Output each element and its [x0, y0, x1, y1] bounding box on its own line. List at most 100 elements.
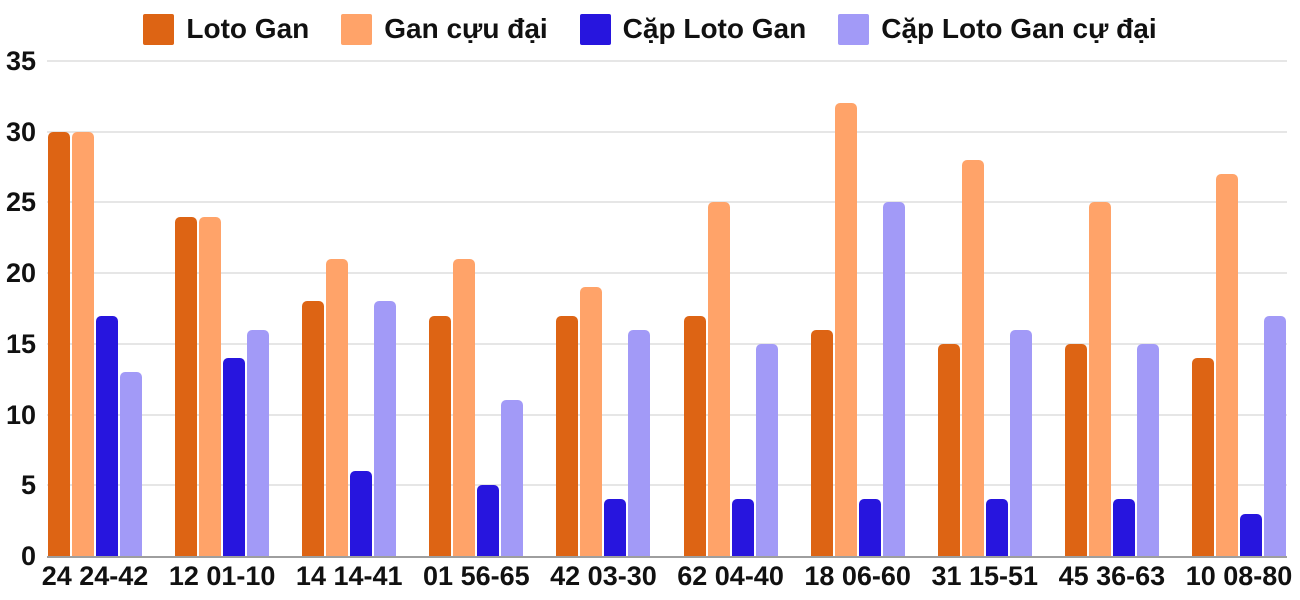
bar[interactable] — [755, 343, 778, 556]
x-tick-slot: 24 24-42 — [42, 561, 149, 592]
bar-group-0 — [48, 61, 142, 556]
bar[interactable] — [429, 315, 452, 556]
bar[interactable] — [501, 400, 524, 556]
x-axis-labels: 24 24-42 12 01-10 14 14-41 01 56-65 42 03-30… — [42, 561, 1293, 592]
bar[interactable] — [961, 160, 984, 556]
bar[interactable] — [628, 329, 651, 556]
y-tick-label: 5 — [20, 470, 36, 501]
bar-group-7 — [937, 61, 1032, 556]
bar-group-5 — [683, 61, 778, 556]
bar[interactable] — [858, 499, 881, 556]
legend-item-3[interactable]: Cặp Loto Gan cự đại — [838, 13, 1157, 45]
bar-group-4 — [556, 61, 651, 556]
bar[interactable] — [834, 103, 857, 556]
bar[interactable] — [223, 358, 246, 556]
legend-swatch-icon — [579, 13, 611, 45]
legend-swatch-icon — [838, 13, 870, 45]
y-tick-label: 15 — [5, 328, 36, 359]
bar[interactable] — [1112, 499, 1135, 556]
gridline-30 — [47, 130, 1287, 133]
legend-swatch-icon — [341, 13, 373, 45]
x-tick-slot: 12 01-10 — [169, 561, 276, 592]
bar[interactable] — [1009, 329, 1032, 556]
gridline-25 — [47, 201, 1287, 204]
legend-item-0[interactable]: Loto Gan — [143, 13, 309, 45]
bar[interactable] — [374, 301, 397, 556]
x-tick-slot: 14 14-41 — [296, 561, 403, 592]
x-tick-label: 14 14-41 — [295, 561, 403, 591]
bar-group-2 — [302, 61, 397, 556]
bar-group-9 — [1191, 61, 1286, 556]
x-tick-slot: 10 08-80 — [1186, 561, 1293, 592]
x-tick-label: 42 03-30 — [550, 561, 657, 591]
chart-legend: Loto Gan Gan cựu đại Cặp Loto Gan Cặp Loto … — [0, 13, 1300, 45]
x-axis-line — [47, 556, 1287, 558]
bar[interactable] — [302, 301, 325, 556]
x-tick-label: 01 56-65 — [423, 561, 530, 591]
bar[interactable] — [731, 499, 754, 556]
bar[interactable] — [604, 499, 627, 556]
y-tick-label: 10 — [5, 399, 36, 430]
bar[interactable] — [1263, 315, 1286, 556]
bar[interactable] — [350, 471, 373, 556]
legend-label: Cặp Loto Gan — [622, 13, 807, 44]
bar[interactable] — [326, 259, 349, 556]
legend-label: Cặp Loto Gan cự đại — [881, 13, 1157, 44]
bar[interactable] — [175, 216, 198, 556]
bar[interactable] — [120, 372, 142, 556]
bar-group-8 — [1064, 61, 1159, 556]
bar[interactable] — [580, 287, 603, 556]
gridline-20 — [47, 272, 1287, 275]
gridline-35 — [47, 60, 1287, 62]
bar[interactable] — [707, 202, 730, 556]
y-tick-label: 20 — [5, 258, 36, 289]
bar-group-1 — [175, 61, 270, 556]
bar[interactable] — [453, 259, 476, 556]
y-tick-label: 35 — [5, 46, 36, 76]
gridline-5 — [47, 484, 1287, 487]
bar[interactable] — [1215, 174, 1238, 556]
x-tick-slot: 31 15-51 — [931, 561, 1038, 592]
bar[interactable] — [199, 216, 222, 556]
y-tick-label: 0 — [20, 541, 36, 571]
gridline-10 — [47, 413, 1287, 416]
legend-item-1[interactable]: Gan cựu đại — [341, 13, 548, 45]
x-tick-label: 62 04-40 — [677, 561, 784, 591]
x-tick-slot: 01 56-65 — [423, 561, 530, 592]
bar[interactable] — [1088, 202, 1111, 556]
x-tick-slot: 42 03-30 — [550, 561, 657, 592]
bar[interactable] — [1064, 343, 1087, 556]
x-tick-label: 24 24-42 — [41, 561, 149, 591]
x-tick-label: 12 01-10 — [168, 561, 276, 591]
bar[interactable] — [1136, 343, 1159, 556]
bar[interactable] — [247, 329, 270, 556]
legend-swatch-icon — [143, 13, 175, 45]
bar[interactable] — [1239, 513, 1262, 556]
bar[interactable] — [810, 329, 833, 556]
bar[interactable] — [882, 202, 905, 556]
bar[interactable] — [72, 131, 94, 556]
bar[interactable] — [937, 343, 960, 556]
bar[interactable] — [985, 499, 1008, 556]
legend-label: Loto Gan — [186, 13, 310, 44]
y-tick-label: 30 — [5, 116, 36, 147]
bar-groups — [47, 61, 1287, 556]
x-tick-slot: 45 36-63 — [1059, 561, 1166, 592]
bar-group-6 — [810, 61, 905, 556]
x-tick-label: 45 36-63 — [1058, 561, 1166, 591]
y-tick-label: 25 — [5, 187, 36, 218]
gridline-15 — [47, 342, 1287, 345]
bar[interactable] — [556, 315, 579, 556]
bar[interactable] — [96, 315, 118, 556]
x-tick-slot: 18 06-60 — [804, 561, 911, 592]
legend-label: Gan cựu đại — [384, 13, 548, 44]
x-tick-label: 10 08-80 — [1185, 561, 1293, 591]
bar[interactable] — [477, 485, 500, 556]
x-tick-slot: 62 04-40 — [677, 561, 784, 592]
bar[interactable] — [683, 315, 706, 556]
plot-area — [47, 60, 1287, 558]
bar[interactable] — [48, 131, 70, 556]
bar[interactable] — [1191, 358, 1214, 556]
legend-item-2[interactable]: Cặp Loto Gan — [579, 13, 807, 45]
